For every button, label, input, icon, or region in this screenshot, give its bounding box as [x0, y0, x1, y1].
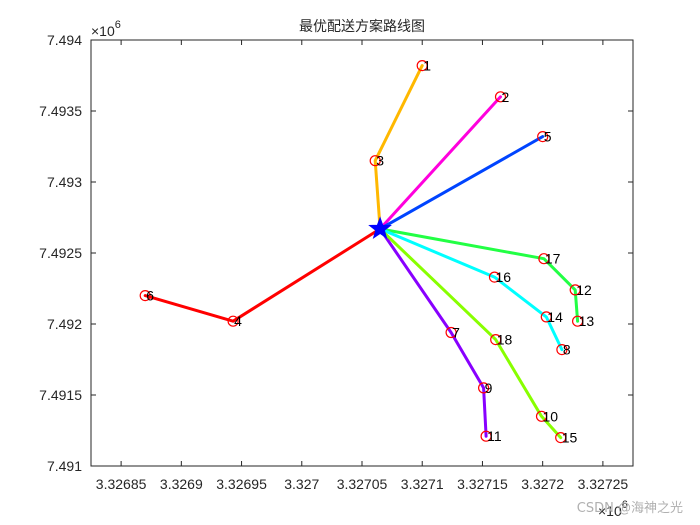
point-label: 7: [452, 325, 460, 341]
customer-marker: [555, 432, 567, 444]
x-tick-label: 3.3271: [401, 476, 444, 492]
route-line: [378, 227, 563, 440]
customer-marker: [540, 311, 552, 323]
y-tick-label: 7.4915: [39, 387, 82, 403]
point-label: 15: [562, 430, 578, 446]
x-exponent-label: ×106: [598, 499, 628, 519]
y-exponent-base: ×10: [91, 23, 115, 39]
point-label: 11: [487, 428, 502, 444]
customer-marker: [139, 290, 151, 302]
point-label: 1: [423, 58, 431, 74]
x-tick-label: 3.32685: [96, 476, 147, 492]
point-label: 8: [563, 342, 571, 358]
customer-marker: [445, 326, 457, 339]
route-line: [378, 227, 488, 438]
point-label: 3: [376, 153, 384, 169]
routes-layer: [143, 64, 580, 440]
customer-marker: [535, 410, 548, 422]
x-tick-label: 3.3272: [521, 476, 564, 492]
customer-marker: [227, 315, 239, 327]
y-exponent-power: 6: [115, 19, 121, 31]
markers-layer: [139, 59, 584, 444]
customer-marker: [488, 271, 501, 283]
x-tick-label: 3.32695: [216, 476, 267, 492]
customer-marker: [571, 315, 584, 327]
depot-star-marker: [368, 216, 392, 240]
point-label: 9: [485, 380, 493, 396]
y-tick-label: 7.492: [47, 316, 82, 332]
y-tick-label: 7.493: [47, 174, 82, 190]
x-axis-ticks: 3.32685 3.3269 3.32695 3.327 3.32705 3.3271 3.…: [96, 40, 629, 492]
y-tick-label: 7.4935: [39, 103, 82, 119]
chart-title: 最优配送方案路线图: [299, 18, 425, 35]
x-exponent-power: 6: [622, 499, 628, 511]
route-line: [378, 227, 580, 323]
point-label: 18: [497, 332, 513, 348]
point-label: 12: [576, 282, 592, 298]
x-tick-label: 3.3269: [160, 476, 203, 492]
route-line: [378, 95, 502, 231]
x-exponent-base: ×10: [598, 503, 622, 519]
point-label: 16: [496, 269, 512, 285]
customer-marker: [480, 430, 492, 442]
watermark: CSDN @海神之光: [577, 501, 683, 516]
y-exponent-label: ×106: [91, 19, 121, 39]
customer-marker: [416, 59, 428, 72]
y-axis-ticks: 7.491 7.4915 7.492 7.4925 7.493 7.4935 7.494: [39, 32, 633, 474]
point-label: 6: [146, 288, 154, 304]
point-label: 17: [545, 251, 561, 267]
point-label: 2: [502, 89, 510, 105]
point-label: 4: [234, 313, 242, 329]
customer-marker: [490, 334, 502, 346]
x-tick-label: 3.32715: [457, 476, 508, 492]
x-tick-label: 3.32725: [578, 476, 629, 492]
x-tick-label: 3.32705: [337, 476, 388, 492]
point-label: 13: [579, 313, 595, 329]
x-tick-label: 3.327: [284, 476, 319, 492]
customer-marker: [538, 253, 550, 265]
customer-marker: [369, 155, 381, 167]
point-label: 5: [544, 129, 552, 145]
point-label: 14: [547, 309, 563, 325]
y-tick-label: 7.4925: [39, 245, 82, 261]
customer-marker: [556, 344, 568, 356]
point-label: 10: [543, 408, 559, 424]
customer-marker: [478, 382, 490, 394]
plot-area-background: [91, 40, 633, 466]
route-line: [378, 227, 564, 352]
customer-marker: [494, 91, 507, 103]
y-tick-label: 7.494: [47, 32, 82, 48]
route-line: [143, 227, 382, 323]
customer-marker: [569, 284, 581, 296]
depot-layer: [368, 216, 392, 240]
route-line: [378, 135, 545, 231]
y-tick-label: 7.491: [47, 458, 82, 474]
customer-marker: [537, 131, 549, 143]
route-line: [373, 64, 424, 231]
